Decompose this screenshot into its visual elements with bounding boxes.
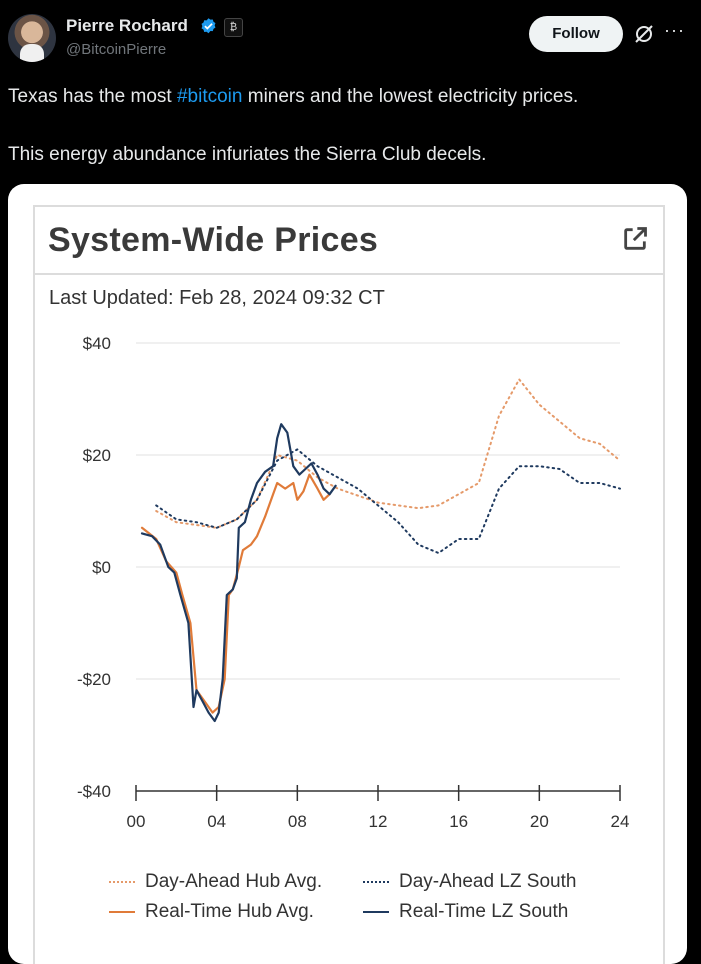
last-updated: Last Updated: Feb 28, 2024 09:32 CT [49,287,385,309]
x-tick-label: 12 [369,812,388,831]
external-link-icon[interactable] [621,225,649,253]
author-avatar[interactable] [8,14,56,62]
x-tick-label: 20 [530,812,549,831]
series-line-1 [155,378,621,529]
legend-item-real-time-hub: Real-Time Hub Avg. [109,901,314,923]
author-handle[interactable]: @BitcoinPierre [66,41,167,58]
affiliate-badge-icon[interactable]: ₿ [224,18,243,37]
chart-panel: System-Wide Prices Last Updated: Feb 28,… [33,205,665,964]
post-text-line-1: Texas has the most #bitcoin miners and t… [8,86,578,108]
grok-icon[interactable] [632,22,656,46]
x-tick-label: 24 [611,812,630,831]
legend-swatch [109,910,135,913]
price-line-chart: $40 $20 $0 -$20 -$40 00 04 08 12 16 20 24 [77,334,630,831]
follow-button[interactable]: Follow [529,16,623,52]
x-tick-label: 16 [449,812,468,831]
post-text-segment: Texas has the most [8,86,177,107]
legend-item-day-ahead-lz-south: Day-Ahead LZ South [363,871,576,893]
legend-label: Real-Time Hub Avg. [145,901,314,922]
legend-swatch [363,880,389,883]
x-tick-label: 08 [288,812,307,831]
media-card[interactable]: System-Wide Prices Last Updated: Feb 28,… [8,184,687,964]
title-divider [35,273,663,275]
post-text-line-2: This energy abundance infuriates the Sie… [8,144,487,165]
y-tick-label: -$40 [77,782,111,801]
chart-title: System-Wide Prices [48,221,379,259]
verified-badge-icon[interactable] [199,17,218,36]
legend-swatch [363,910,389,913]
more-options-icon[interactable]: ··· [664,20,685,40]
series-line-3 [140,473,331,714]
legend-label: Real-Time LZ South [399,901,569,922]
author-name[interactable]: Pierre Rochard [66,16,188,35]
legend-item-day-ahead-hub: Day-Ahead Hub Avg. [109,871,322,893]
x-tick-label: 00 [127,812,146,831]
y-tick-label: $0 [92,558,111,577]
y-tick-label: $20 [83,446,111,465]
series-line-4 [140,423,337,723]
post-text-segment: miners and the lowest electricity prices… [242,86,579,107]
x-tick-label: 04 [207,812,226,831]
series-line-2 [155,448,621,554]
legend-label: Day-Ahead LZ South [399,871,577,892]
legend-item-real-time-lz-south: Real-Time LZ South [363,901,568,923]
legend-label: Day-Ahead Hub Avg. [145,871,323,892]
y-tick-label: -$20 [77,670,111,689]
y-tick-label: $40 [83,334,111,353]
legend-swatch [109,880,135,883]
hashtag-link[interactable]: #bitcoin [176,86,243,107]
